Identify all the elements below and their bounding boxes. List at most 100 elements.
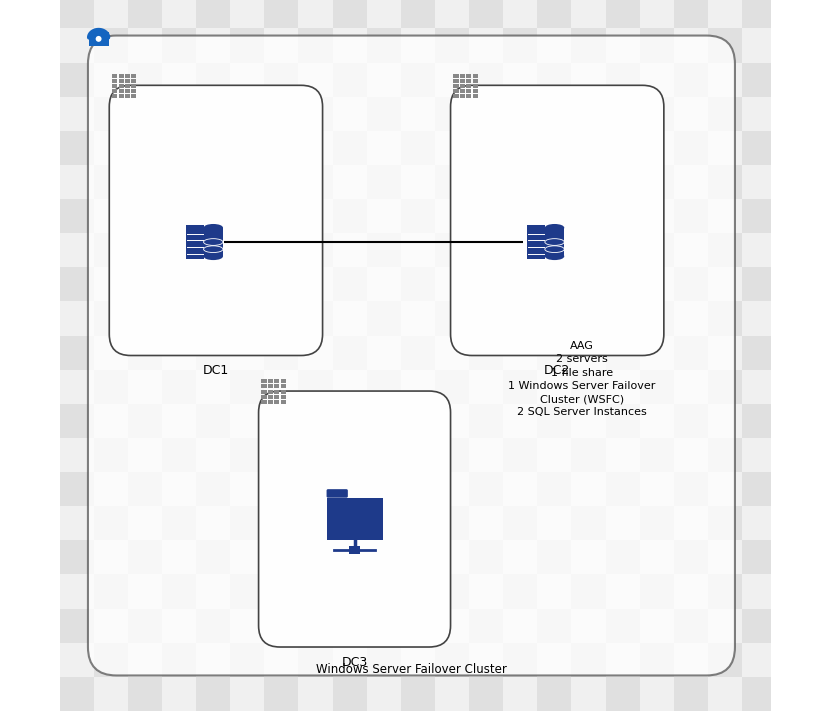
Bar: [367, 165, 401, 199]
Bar: [196, 609, 230, 643]
Bar: [94, 677, 128, 711]
Bar: [606, 0, 640, 28]
Bar: [571, 301, 606, 336]
Bar: [435, 609, 469, 643]
Bar: [674, 199, 708, 233]
Bar: [401, 540, 435, 574]
Bar: [299, 63, 333, 97]
Bar: [466, 84, 471, 88]
Bar: [162, 677, 196, 711]
Bar: [196, 540, 230, 574]
Bar: [776, 63, 810, 97]
Bar: [230, 370, 264, 404]
Bar: [112, 79, 117, 82]
Bar: [640, 370, 674, 404]
Bar: [196, 0, 230, 28]
Bar: [742, 540, 776, 574]
FancyBboxPatch shape: [259, 391, 451, 647]
Bar: [571, 131, 606, 165]
Bar: [60, 97, 94, 131]
Bar: [537, 233, 571, 267]
Bar: [708, 404, 742, 438]
Bar: [503, 574, 537, 609]
Bar: [128, 540, 162, 574]
Bar: [299, 370, 333, 404]
Bar: [264, 97, 299, 131]
Bar: [299, 131, 333, 165]
Bar: [674, 233, 708, 267]
Bar: [230, 643, 264, 677]
Bar: [196, 28, 230, 63]
Bar: [299, 472, 333, 506]
Bar: [401, 370, 435, 404]
Bar: [367, 506, 401, 540]
Bar: [230, 506, 264, 540]
Bar: [333, 404, 367, 438]
Bar: [640, 574, 674, 609]
Bar: [131, 89, 136, 93]
Bar: [94, 267, 128, 301]
Bar: [435, 336, 469, 370]
FancyBboxPatch shape: [451, 85, 664, 356]
Bar: [435, 199, 469, 233]
Bar: [60, 233, 94, 267]
Bar: [469, 404, 503, 438]
Bar: [472, 84, 478, 88]
Bar: [606, 165, 640, 199]
Bar: [268, 385, 273, 388]
Bar: [401, 0, 435, 28]
Bar: [162, 131, 196, 165]
Bar: [640, 506, 674, 540]
Bar: [544, 228, 564, 257]
Bar: [453, 73, 458, 77]
Bar: [261, 385, 266, 388]
Bar: [469, 301, 503, 336]
Bar: [162, 233, 196, 267]
Bar: [124, 73, 130, 77]
Bar: [571, 574, 606, 609]
Bar: [128, 574, 162, 609]
Bar: [94, 643, 128, 677]
Bar: [708, 165, 742, 199]
Bar: [196, 404, 230, 438]
Bar: [333, 199, 367, 233]
Bar: [606, 131, 640, 165]
Bar: [708, 301, 742, 336]
Bar: [367, 404, 401, 438]
Bar: [274, 400, 280, 404]
Bar: [264, 0, 299, 28]
Bar: [571, 63, 606, 97]
Bar: [708, 438, 742, 472]
Bar: [640, 63, 674, 97]
Bar: [196, 506, 230, 540]
Bar: [466, 73, 471, 77]
Bar: [640, 643, 674, 677]
Bar: [742, 267, 776, 301]
Bar: [640, 233, 674, 267]
Bar: [640, 28, 674, 63]
Bar: [401, 609, 435, 643]
Bar: [435, 677, 469, 711]
Bar: [776, 370, 810, 404]
Bar: [94, 97, 128, 131]
Bar: [401, 301, 435, 336]
Bar: [527, 225, 544, 259]
Bar: [435, 438, 469, 472]
Bar: [162, 506, 196, 540]
Bar: [469, 677, 503, 711]
Bar: [708, 97, 742, 131]
Bar: [128, 0, 162, 28]
Bar: [503, 472, 537, 506]
Bar: [367, 540, 401, 574]
Bar: [571, 199, 606, 233]
Bar: [537, 97, 571, 131]
Bar: [606, 301, 640, 336]
FancyBboxPatch shape: [326, 489, 348, 498]
Bar: [367, 301, 401, 336]
Bar: [333, 370, 367, 404]
Bar: [230, 472, 264, 506]
Bar: [264, 540, 299, 574]
Bar: [742, 506, 776, 540]
Bar: [94, 131, 128, 165]
Bar: [503, 233, 537, 267]
